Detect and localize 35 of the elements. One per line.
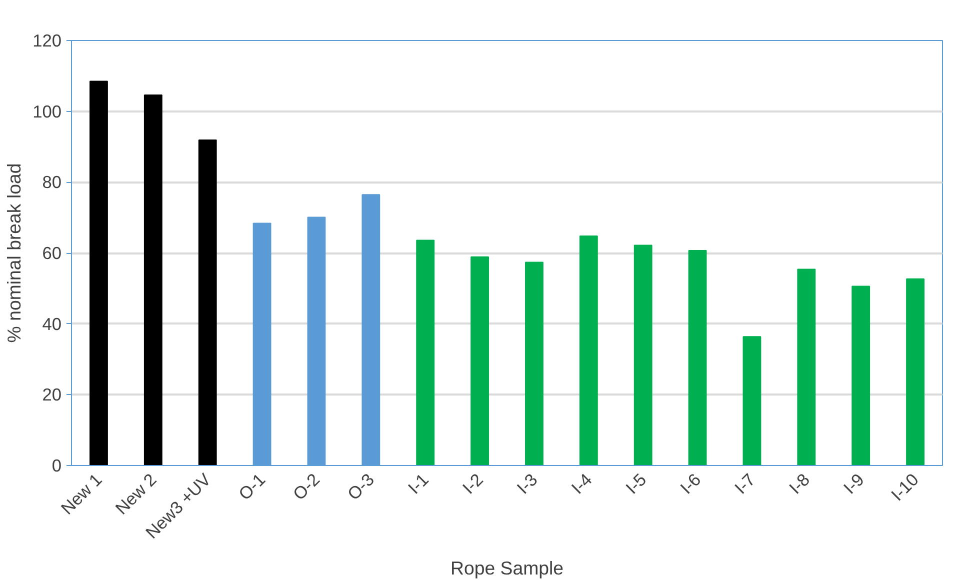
x-tick-label: I-1 xyxy=(404,469,432,498)
y-tick-label: 120 xyxy=(32,30,62,50)
bar xyxy=(416,240,435,466)
bar xyxy=(688,250,707,466)
y-axis-title: % nominal break load xyxy=(4,163,25,343)
bar xyxy=(198,140,217,466)
bar xyxy=(906,278,924,466)
y-tick-label: 80 xyxy=(42,172,62,192)
y-tick-label: 20 xyxy=(42,384,62,405)
x-tick-label: I-2 xyxy=(458,469,487,498)
x-tick-label: I-10 xyxy=(887,469,922,505)
x-tick-label: I-5 xyxy=(622,469,650,498)
bar xyxy=(797,268,816,466)
x-tick-label: I-8 xyxy=(785,469,814,498)
x-tick-label: I-3 xyxy=(512,469,542,498)
y-tick-label: 60 xyxy=(42,243,62,263)
bar xyxy=(470,256,489,466)
bar xyxy=(90,80,108,466)
x-tick-label: O-2 xyxy=(288,469,324,504)
x-tick-label: O-3 xyxy=(343,469,378,504)
bar xyxy=(525,262,544,466)
y-tick-label: 40 xyxy=(42,314,62,334)
x-tick-label: I-7 xyxy=(730,469,760,498)
x-tick-label: O-1 xyxy=(234,469,270,504)
y-tick-label: 100 xyxy=(32,101,62,122)
x-tick-label: I-6 xyxy=(676,469,705,498)
bar xyxy=(144,94,162,466)
bar xyxy=(742,336,762,466)
x-tick-label: I-4 xyxy=(567,469,596,498)
x-tick-label: I-9 xyxy=(839,469,868,498)
y-tick-label: 0 xyxy=(52,456,62,476)
bar xyxy=(634,244,652,466)
bar xyxy=(579,236,598,466)
bar xyxy=(852,286,870,466)
x-axis-title: Rope Sample xyxy=(450,558,564,579)
